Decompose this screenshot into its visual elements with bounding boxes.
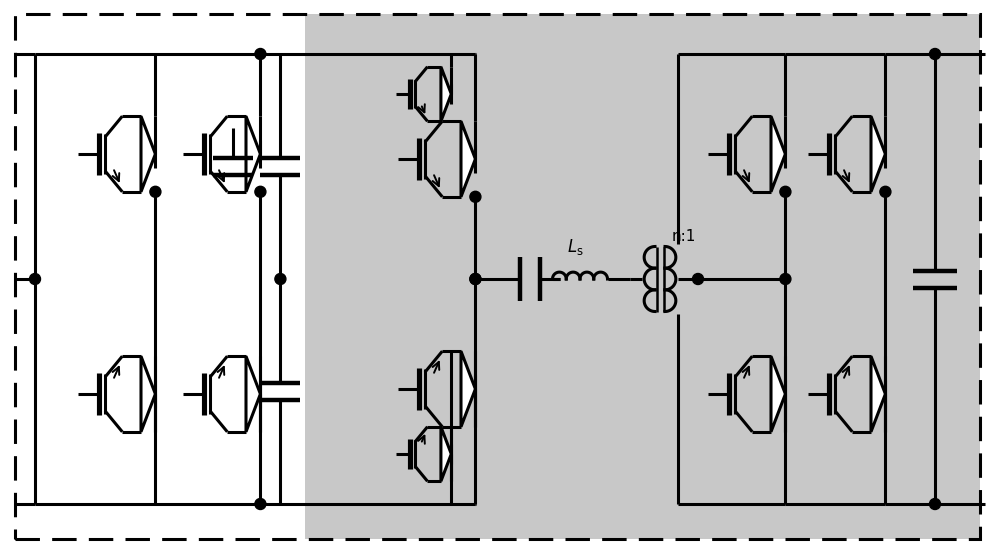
Text: $L_\mathrm{s}$: $L_\mathrm{s}$ xyxy=(567,237,583,257)
Circle shape xyxy=(780,186,791,197)
Polygon shape xyxy=(441,427,451,481)
Circle shape xyxy=(470,191,481,202)
Circle shape xyxy=(930,49,940,59)
Polygon shape xyxy=(771,356,785,432)
Circle shape xyxy=(692,273,704,285)
Circle shape xyxy=(470,273,481,285)
Circle shape xyxy=(880,186,891,197)
Circle shape xyxy=(255,49,266,59)
Polygon shape xyxy=(141,116,155,192)
Circle shape xyxy=(930,499,940,509)
Bar xyxy=(305,14,980,539)
Circle shape xyxy=(470,273,481,285)
Polygon shape xyxy=(771,116,785,192)
Polygon shape xyxy=(871,356,885,432)
Polygon shape xyxy=(246,116,260,192)
Polygon shape xyxy=(246,356,260,432)
Polygon shape xyxy=(441,67,451,121)
Circle shape xyxy=(275,273,286,285)
Circle shape xyxy=(30,273,40,285)
Polygon shape xyxy=(141,356,155,432)
Text: n:1: n:1 xyxy=(672,229,696,244)
Polygon shape xyxy=(461,121,475,197)
Circle shape xyxy=(255,499,266,509)
Circle shape xyxy=(150,186,161,197)
Circle shape xyxy=(255,186,266,197)
Polygon shape xyxy=(871,116,885,192)
Polygon shape xyxy=(461,351,475,427)
Circle shape xyxy=(780,273,791,285)
